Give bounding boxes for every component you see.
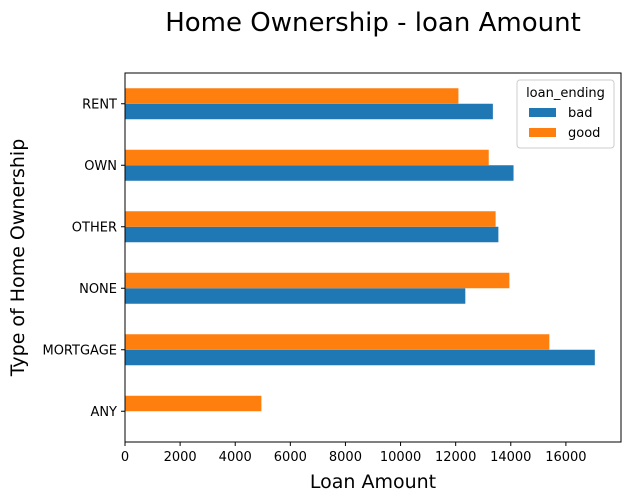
legend-label-good: good: [568, 126, 600, 141]
y-tick-label-mortgage: MORTGAGE: [42, 343, 117, 358]
bar-good-other: [125, 211, 496, 227]
bar-good-mortgage: [125, 334, 550, 350]
y-tick-label-rent: RENT: [82, 97, 117, 112]
x-tick-label-4000: 4000: [219, 450, 252, 465]
legend-title: loan_ending: [526, 86, 605, 101]
bar-bad-other: [125, 226, 499, 243]
y-tick-label-own: OWN: [84, 159, 117, 174]
x-tick-label-8000: 8000: [329, 450, 362, 465]
y-tick-label-other: OTHER: [72, 220, 117, 235]
bar-good-rent: [125, 88, 459, 104]
x-tick-label-10000: 10000: [380, 450, 421, 465]
plot-area-frame: [124, 72, 622, 443]
y-axis-label: Type of Home Ownership: [7, 139, 29, 378]
y-tick-label-none: NONE: [79, 282, 117, 297]
bar-good-none: [125, 272, 510, 289]
x-tick-label-14000: 14000: [490, 450, 531, 465]
bars-layer: [125, 88, 595, 412]
x-axis-label: Loan Amount: [310, 471, 436, 493]
y-tick-label-any: ANY: [90, 405, 117, 420]
bar-good-any: [125, 395, 262, 412]
ticks-layer: ANY MORTGAGE NONE OTHER OWN RENT 0 2000 4000 6000…: [42, 97, 586, 465]
x-tick-label-6000: 6000: [274, 450, 307, 465]
bar-bad-own: [125, 165, 514, 181]
legend-swatch-bad: [529, 108, 556, 117]
bar-bad-none: [125, 288, 466, 304]
x-tick-label-2000: 2000: [164, 450, 197, 465]
chart-title: Home Ownership - loan Amount: [165, 8, 581, 38]
legend-swatch-good: [529, 128, 556, 137]
bar-good-own: [125, 149, 489, 166]
legend-label-bad: bad: [568, 106, 592, 121]
bar-bad-rent: [125, 103, 493, 120]
x-tick-label-0: 0: [121, 450, 129, 465]
legend: loan_ending bad good: [516, 79, 615, 149]
x-tick-label-12000: 12000: [435, 450, 476, 465]
x-tick-label-16000: 16000: [545, 450, 586, 465]
bar-bad-mortgage: [125, 349, 595, 366]
